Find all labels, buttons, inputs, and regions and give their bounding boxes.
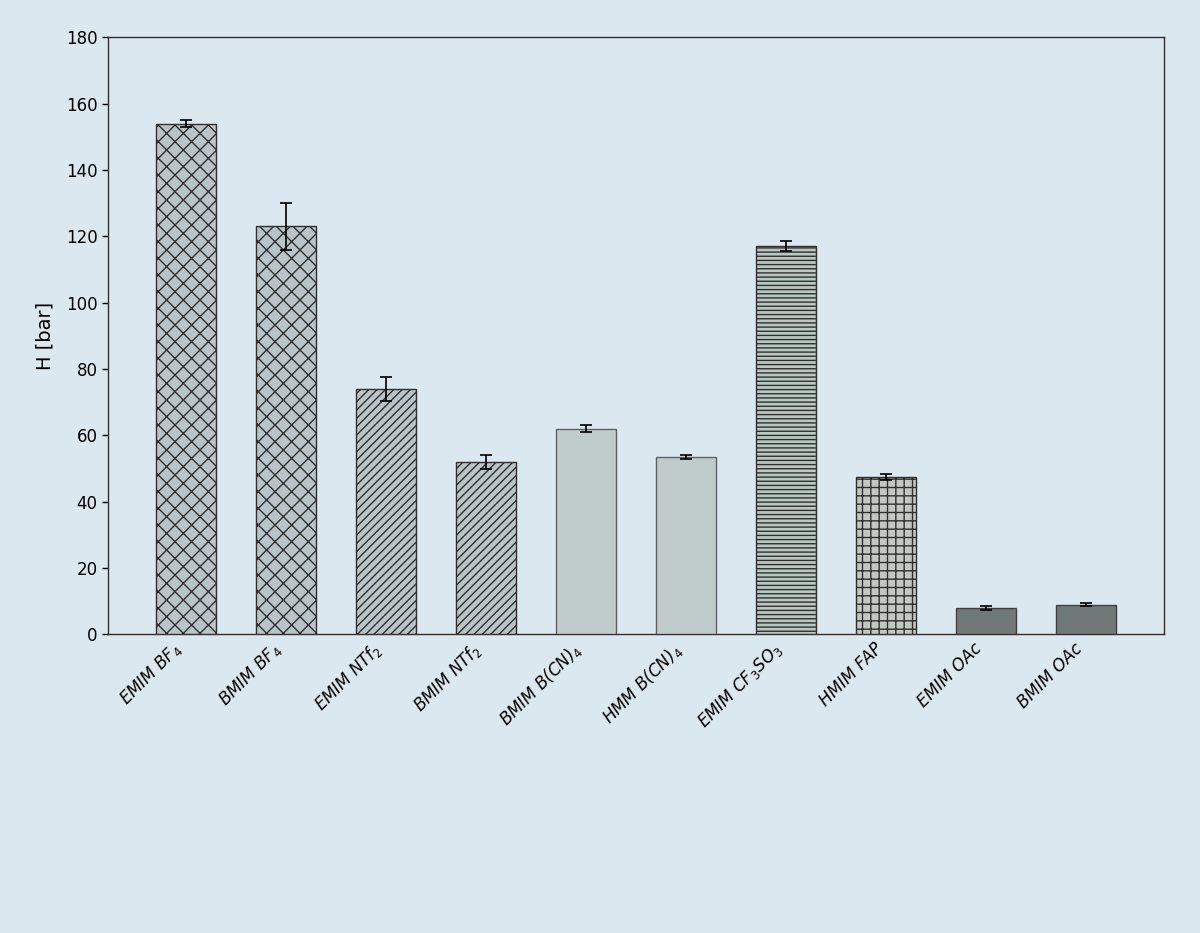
- Bar: [556, 429, 616, 634]
- Bar: [956, 608, 1016, 634]
- Bar: [256, 227, 316, 634]
- Bar: [356, 389, 416, 634]
- Bar: [656, 457, 716, 634]
- Bar: [1056, 605, 1116, 634]
- Bar: [856, 477, 916, 634]
- Y-axis label: H [bar]: H [bar]: [36, 301, 55, 370]
- Bar: [156, 123, 216, 634]
- Bar: [756, 246, 816, 634]
- Bar: [456, 462, 516, 634]
